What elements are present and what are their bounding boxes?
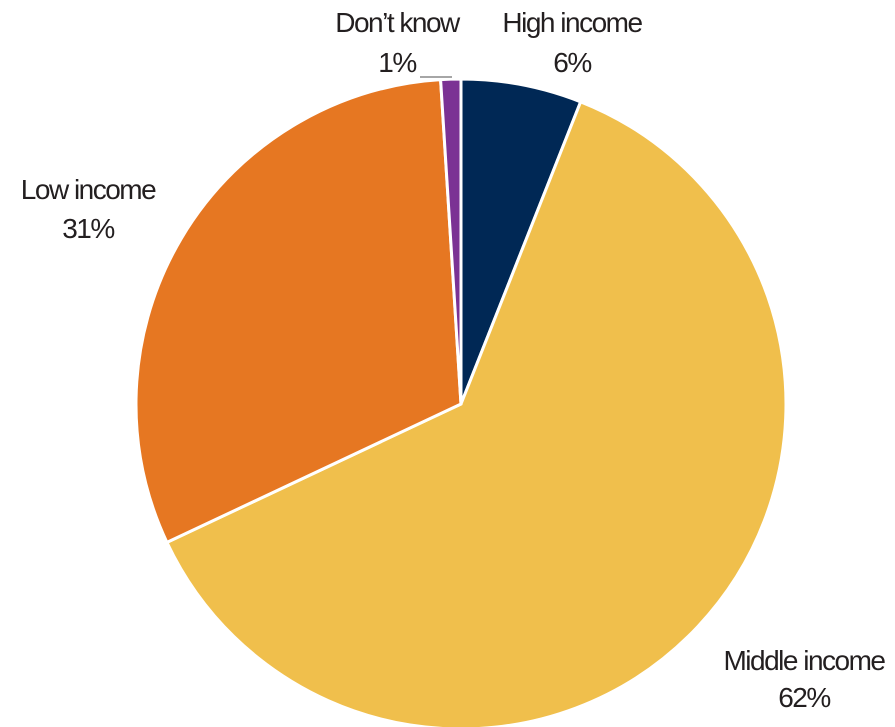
middle-income-value: 62% <box>778 682 830 713</box>
low-income-value: 31% <box>62 213 114 244</box>
pie-slice-middle-income <box>164 99 788 727</box>
pie-slice-low-income <box>134 78 463 545</box>
pie-slice-high-income <box>459 77 583 405</box>
dont-know-label: Don’t know <box>335 7 461 38</box>
pie-slices <box>134 77 788 727</box>
high-income-label: High income <box>502 7 642 38</box>
pie-slice-don-t-know <box>438 77 463 405</box>
low-income-label: Low income <box>21 174 156 205</box>
dont-know-value: 1% <box>378 47 416 78</box>
high-income-value: 6% <box>553 47 591 78</box>
middle-income-label: Middle income <box>723 645 885 676</box>
